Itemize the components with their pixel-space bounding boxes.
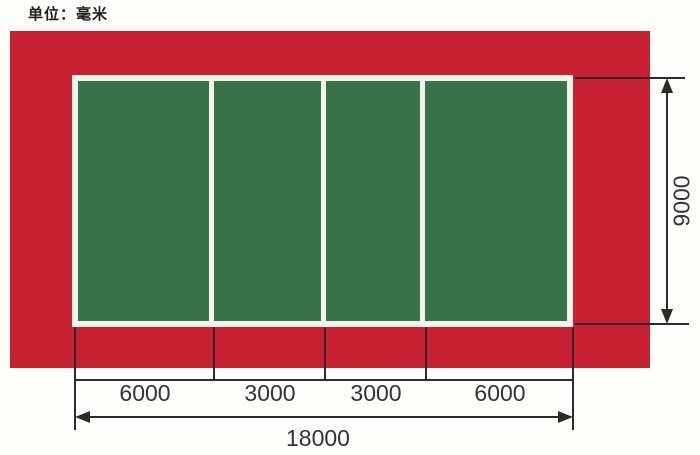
segment-dimension-label: 3000 bbox=[244, 380, 296, 406]
unit-label: 单位：毫米 bbox=[28, 6, 109, 23]
height-dimension-label: 9000 bbox=[668, 175, 695, 227]
volleyball-court bbox=[72, 75, 573, 327]
arrowhead-down-icon bbox=[661, 309, 673, 324]
arrowhead-left-icon bbox=[75, 411, 90, 423]
total-width-label: 18000 bbox=[286, 425, 350, 451]
segment-dimension-label: 3000 bbox=[350, 380, 402, 406]
arrowhead-up-icon bbox=[661, 78, 673, 93]
segment-dimension-label: 6000 bbox=[119, 380, 171, 406]
court-section bbox=[325, 81, 421, 321]
court-section bbox=[213, 81, 321, 321]
court-section bbox=[78, 81, 209, 321]
court-section bbox=[425, 81, 567, 321]
segment-dimension-label: 6000 bbox=[474, 380, 526, 406]
arrowhead-right-icon bbox=[558, 411, 573, 423]
